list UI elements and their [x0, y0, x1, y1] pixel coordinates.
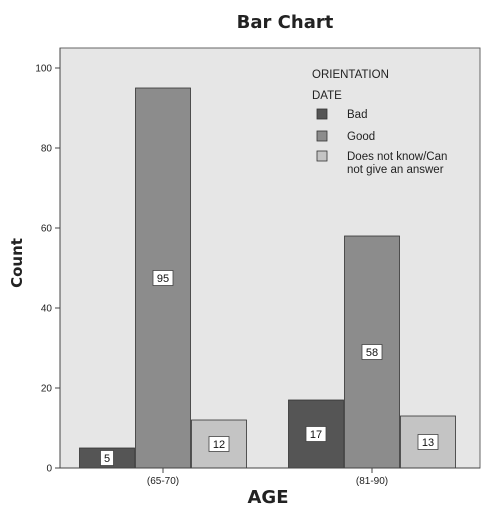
y-tick-label: 60	[41, 224, 53, 235]
legend-swatch	[316, 108, 328, 120]
data-label: 17	[310, 429, 322, 441]
x-tick-label: (65-70)	[147, 476, 179, 487]
legend-label: Good	[347, 131, 375, 143]
data-label: 5	[104, 453, 110, 465]
y-tick-label: 20	[41, 384, 53, 395]
legend-swatch	[316, 130, 328, 142]
x-axis-title: AGE	[247, 487, 288, 508]
legend-label: Bad	[347, 109, 367, 121]
data-label: 12	[213, 439, 225, 451]
data-label-box	[417, 434, 439, 450]
legend-title: DATE	[312, 90, 342, 102]
y-axis: 0 20 40 60 80 100	[35, 48, 61, 475]
legend-label: Does not know/Can	[347, 151, 447, 163]
data-label-box	[100, 450, 114, 466]
plot-area	[59, 47, 481, 469]
y-tick-label: 80	[41, 144, 53, 155]
data-label: 95	[157, 273, 169, 285]
y-axis-title: Count	[8, 238, 26, 288]
bars-group: 5 95 12 17 58 13	[79, 87, 456, 469]
legend-title: ORIENTATION	[312, 69, 389, 81]
data-label: 58	[366, 347, 378, 359]
x-axis: (65-70) (81-90)	[60, 467, 480, 487]
data-label-box	[208, 436, 230, 452]
data-label-box	[361, 344, 383, 360]
x-tick-label: (81-90)	[356, 476, 388, 487]
legend: ORIENTATION DATE Bad Good Does not know/Cann…	[312, 69, 447, 176]
chart-title: Bar Chart	[237, 12, 334, 33]
data-label: 13	[422, 437, 434, 449]
data-label-box	[152, 270, 174, 286]
data-label-box	[305, 426, 327, 442]
legend-swatch	[316, 150, 328, 162]
y-tick-label: 40	[41, 304, 53, 315]
y-tick-label: 0	[46, 464, 52, 475]
y-tick-label: 100	[35, 64, 52, 75]
legend-label: not give an answer	[347, 164, 444, 176]
